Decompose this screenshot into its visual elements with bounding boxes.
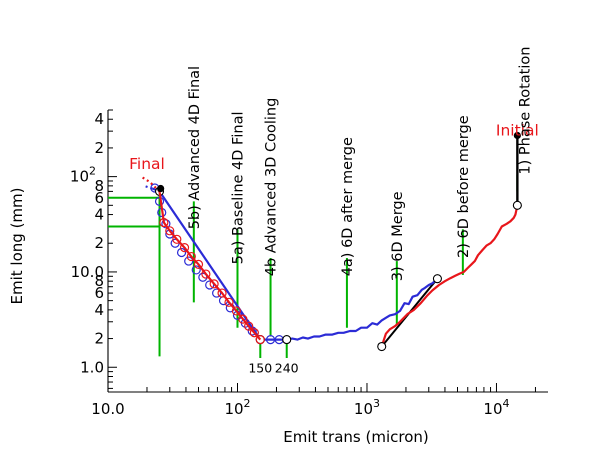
y-tick-exponent: 2 bbox=[89, 165, 96, 178]
y-tick-base: 8 bbox=[94, 272, 104, 290]
series-marker bbox=[217, 288, 227, 298]
series-marker bbox=[161, 219, 171, 229]
initial-point bbox=[513, 131, 521, 140]
y-tick-label: 6 bbox=[94, 284, 104, 302]
final-point bbox=[157, 184, 165, 193]
x-axis-title: Emit trans (micron) bbox=[283, 428, 429, 446]
series-line bbox=[380, 205, 519, 347]
series-line bbox=[151, 187, 439, 341]
y-tick-base: 10 bbox=[70, 168, 89, 186]
y-tick-label: 8 bbox=[94, 272, 104, 290]
stage-label: 1) Phase Rotation bbox=[518, 47, 534, 175]
series-marker bbox=[191, 265, 201, 275]
labels-group: Initial Final 1) Phase Rotation 2) 6D befor… bbox=[129, 47, 539, 376]
series-marker bbox=[184, 256, 194, 266]
stage-label: 5a) Baseline 4D Final bbox=[231, 112, 247, 265]
series-marker bbox=[231, 306, 241, 316]
x-tick-exponent: 2 bbox=[244, 397, 251, 410]
series-marker bbox=[172, 234, 182, 244]
y-tick-label: 1.0 bbox=[80, 358, 104, 376]
trans-value-label: 150 bbox=[248, 361, 272, 376]
series-marker bbox=[244, 321, 254, 331]
x-tick-base: 10 bbox=[224, 400, 243, 418]
series-marker bbox=[212, 288, 222, 298]
stage-label: 2) 6D before merge bbox=[456, 115, 472, 258]
series-marker bbox=[176, 247, 187, 258]
series-marker bbox=[255, 335, 265, 345]
series-marker bbox=[159, 217, 169, 228]
y-tick-label: 8 bbox=[94, 177, 104, 195]
endpoint-marker bbox=[377, 341, 387, 352]
y-tick-label: 10.0 bbox=[71, 263, 104, 281]
series-marker bbox=[209, 279, 219, 289]
y-tick-label: 4 bbox=[94, 301, 104, 319]
series-marker bbox=[201, 269, 211, 279]
series-marker bbox=[165, 226, 175, 236]
y-tick-base: 1.0 bbox=[80, 358, 104, 376]
series-group bbox=[140, 131, 522, 352]
y-tick-base: 4 bbox=[94, 110, 104, 128]
series-marker bbox=[265, 335, 276, 345]
endpoint-marker bbox=[282, 335, 292, 345]
stage-label: 5b) Advanced 4D Final bbox=[187, 66, 203, 229]
x-tick-exponent: 4 bbox=[503, 397, 510, 410]
endpoint-label: Final bbox=[129, 155, 165, 173]
x-tick-label: 103 bbox=[354, 397, 380, 418]
y-tick-base: 8 bbox=[94, 177, 104, 195]
y-tick-label: 4 bbox=[94, 206, 104, 224]
y-tick-base: 4 bbox=[94, 301, 104, 319]
x-tick-label: 102 bbox=[224, 397, 250, 418]
series-marker bbox=[179, 243, 190, 253]
y-axis-title: Emit long (mm) bbox=[8, 188, 26, 305]
x-tick-base: 10 bbox=[354, 400, 373, 418]
trans-value-label: 240 bbox=[275, 361, 299, 376]
y-tick-label: 102 bbox=[70, 165, 96, 186]
x-tick-exponent: 3 bbox=[373, 397, 380, 410]
y-tick-base: 2 bbox=[94, 330, 104, 348]
y-tick-label: 2 bbox=[94, 234, 104, 252]
stage-label: 4a) 6D after merge bbox=[340, 137, 356, 276]
y-tick-base: 6 bbox=[94, 284, 104, 302]
y-tick-label: 2 bbox=[94, 139, 104, 157]
x-tick-label: 10.0 bbox=[91, 400, 124, 418]
y-tick-label: 4 bbox=[94, 110, 104, 128]
y-tick-base: 2 bbox=[94, 139, 104, 157]
endpoint-marker bbox=[432, 274, 442, 284]
series-marker bbox=[238, 314, 248, 324]
y-tick-label: 6 bbox=[94, 189, 104, 207]
y-tick-base: 4 bbox=[94, 206, 104, 224]
x-tick-base: 10.0 bbox=[91, 400, 124, 418]
endpoint-label: Initial bbox=[496, 122, 539, 140]
y-tick-label: 2 bbox=[94, 330, 104, 348]
series-marker bbox=[224, 297, 234, 307]
x-tick-base: 10 bbox=[483, 400, 502, 418]
y-tick-base: 2 bbox=[94, 234, 104, 252]
stage-label: 4b Advanced 3D Cooling bbox=[264, 98, 280, 277]
series-marker bbox=[186, 251, 196, 262]
stage-label: 3) 6D Merge bbox=[390, 191, 406, 281]
y-tick-base: 10.0 bbox=[71, 263, 104, 281]
x-tick-label: 104 bbox=[483, 397, 509, 418]
series-marker bbox=[193, 259, 204, 269]
y-tick-base: 6 bbox=[94, 189, 104, 207]
series-marker bbox=[198, 272, 208, 282]
series-marker bbox=[249, 328, 259, 338]
series-dotted-tail bbox=[140, 175, 161, 193]
endpoint-marker bbox=[512, 200, 522, 210]
